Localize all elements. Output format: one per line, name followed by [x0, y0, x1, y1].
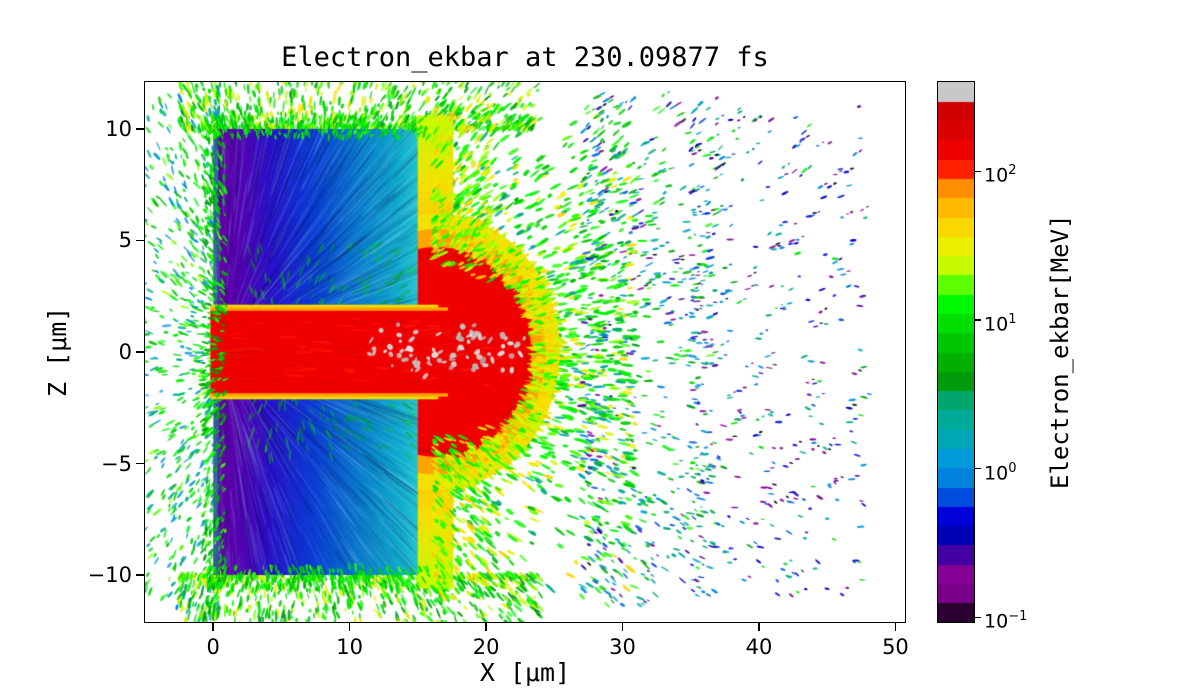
y-tick-label: 5: [118, 228, 132, 253]
y-tick-mark: [136, 462, 144, 465]
colorbar-tick-mark: [975, 319, 981, 321]
colorbar-tick-label: 101: [984, 312, 1017, 336]
x-tick-label: 0: [206, 635, 220, 659]
y-tick-mark: [136, 128, 144, 130]
x-axis-label: X [μm]: [479, 658, 571, 687]
x-tick-mark: [894, 623, 897, 631]
colorbar-tick-label: 100: [984, 460, 1017, 485]
y-tick-label: 10: [105, 116, 132, 141]
y-tick-mark: [136, 574, 144, 576]
colorbar-tick-mark: [975, 467, 981, 470]
y-tick-label: 0: [118, 340, 132, 364]
colorbar-tick-mark: [975, 616, 981, 619]
y-tick-mark: [136, 239, 144, 242]
x-tick-label: 40: [745, 635, 773, 659]
colorbar-tick-label: 10−1: [984, 609, 1028, 633]
y-tick-label: −5: [101, 451, 132, 476]
x-tick-mark: [212, 623, 214, 631]
x-tick-label: 10: [336, 635, 364, 659]
x-tick-mark: [348, 623, 351, 631]
x-tick-label: 50: [882, 635, 909, 659]
plot-title: Electron_ekbar at 230.09877 fs: [281, 42, 769, 73]
y-tick-mark: [136, 351, 144, 353]
x-tick-label: 30: [609, 635, 636, 659]
x-tick-mark: [621, 623, 624, 631]
x-tick-label: 20: [472, 635, 500, 659]
colorbar-gradient: [937, 81, 975, 623]
colorbar-tick-mark: [975, 170, 981, 173]
x-tick-mark: [758, 623, 760, 631]
x-tick-mark: [485, 623, 487, 631]
colorbar-tick-label: 102: [984, 163, 1017, 187]
colorbar-label: Electron_ekbar[MeV]: [1046, 214, 1074, 490]
y-tick-label: −10: [87, 563, 132, 588]
heatmap-canvas: [144, 81, 906, 623]
